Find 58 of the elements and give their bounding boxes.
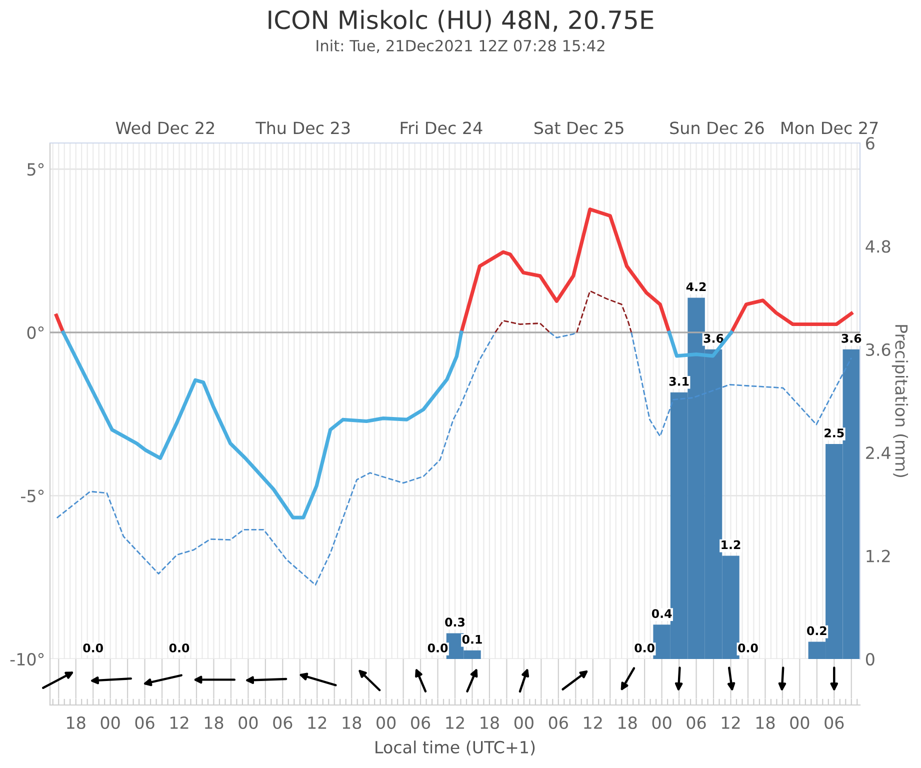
data-label: 0.2 [807,626,826,636]
data-label: 0.1 [462,634,482,644]
x-tick-label: 00 [790,716,810,730]
data-label: 0.0 [428,643,448,652]
data-label: 0.4 [652,609,672,618]
y-tick-label: 5° [27,163,44,176]
chart-subtitle: Init: Tue, 21Dec2021 12Z 07:28 15:42 [316,40,604,53]
x-tick-label: 06 [824,716,844,730]
data-label: 1.2 [722,540,740,550]
x-tick-label: 12 [446,716,464,729]
x2-tick-label: Wed Dec 22 [116,121,214,134]
data-label: 0.0 [738,643,758,652]
x-tick-label: 06 [411,716,430,730]
y2-tick-label: 0 [866,652,874,666]
x-tick-label: 12 [722,716,740,729]
x-tick-label: 00 [238,716,258,730]
data-label: 4.2 [686,282,706,292]
x-tick-label: 12 [170,716,188,729]
x2-tick-label: Sun Dec 26 [670,122,764,134]
x-tick-label: 06 [548,716,568,730]
data-label: 2.5 [824,428,844,438]
x-tick-label: 06 [686,716,706,730]
x-tick-label: 00 [514,716,534,730]
chart-title: ICON Miskolc (HU) 48N, 20.75E [268,10,654,32]
y2-tick-label: 1.2 [866,550,890,562]
y2-tick-label: 3.6 [866,343,890,356]
x-tick-label: 06 [273,716,292,730]
data-label: 3.6 [704,334,724,343]
x-tick-label: 06 [135,716,154,730]
data-label: 0.0 [83,643,103,652]
x2-tick-label: Thu Dec 23 [256,121,350,134]
y-tick-label: 0° [27,326,44,339]
x-tick-label: 00 [100,716,120,730]
y2-tick-label: 6 [866,136,874,150]
data-label: 3.1 [669,376,689,386]
x-tick-label: 00 [652,716,672,730]
x-tick-label: 12 [308,716,326,729]
data-label: 0.0 [634,643,654,652]
y2-tick-label: 2.4 [866,446,890,459]
x-axis-title: Local time (UTC+1) [376,740,535,756]
x-tick-label: 18 [480,716,499,730]
y-tick-label: -5° [21,490,44,502]
x-tick-label: 12 [584,716,602,729]
x-tick-label: 18 [342,716,362,730]
x-tick-label: 00 [376,716,396,730]
x-tick-label: 18 [204,716,224,730]
data-label: 0.3 [445,618,465,627]
data-label: 3.6 [842,334,862,343]
x2-tick-label: Fri Dec 24 [400,121,482,134]
x2-tick-label: Mon Dec 27 [782,122,878,134]
x-tick-label: 18 [756,716,775,730]
x-tick-label: 18 [67,716,86,730]
y2-tick-label: 4.8 [866,240,890,253]
x2-tick-label: Sat Dec 25 [534,122,624,134]
x-tick-label: 18 [618,716,637,730]
y2-axis-title: Precipitation (mm) [892,325,908,478]
data-label: 0.0 [169,643,190,652]
y-tick-label: -10° [10,652,44,666]
